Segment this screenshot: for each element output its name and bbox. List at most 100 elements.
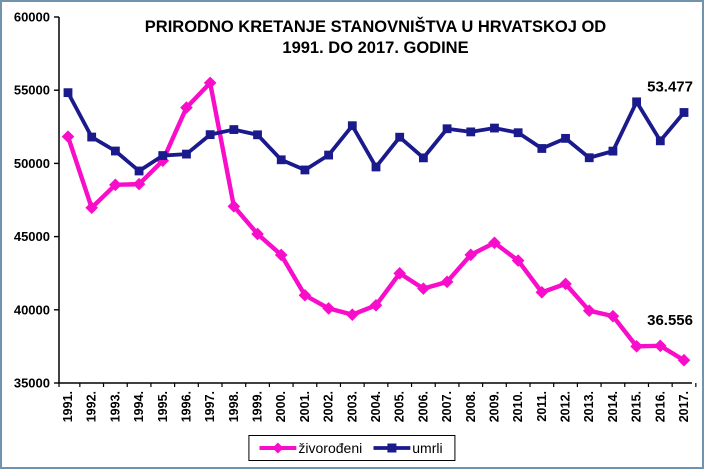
x-tick-label: 2013. — [582, 391, 596, 422]
line-square-marker-icon — [373, 443, 411, 453]
x-tick-label: 1996. — [179, 391, 193, 422]
x-tick-label: 2005. — [393, 391, 407, 422]
marker-diamond — [559, 277, 572, 291]
legend: živorođeni umrli — [248, 435, 456, 461]
x-tick-label: 2010. — [511, 391, 525, 422]
marker-diamond — [85, 201, 98, 215]
marker-diamond — [274, 248, 288, 262]
line-diamond-marker-icon — [259, 442, 297, 454]
legend-label-umrli: umrli — [412, 440, 443, 456]
x-tick-label: 1993. — [108, 391, 122, 422]
marker-square — [87, 132, 97, 142]
marker-square — [371, 162, 381, 172]
marker-square — [182, 149, 191, 159]
x-tick-label: 2002. — [322, 391, 336, 422]
marker-diamond — [346, 308, 359, 321]
marker-square — [466, 127, 476, 137]
marker-square — [300, 165, 310, 175]
legend-label-zivorodjeni: živorođeni — [298, 440, 363, 456]
marker-diamond — [417, 282, 430, 295]
marker-diamond — [156, 154, 170, 168]
x-tick-label: 2016. — [653, 391, 667, 422]
marker-diamond — [180, 101, 193, 114]
marker-square — [655, 136, 665, 146]
x-tick-label: 1999. — [251, 391, 265, 422]
marker-square — [324, 150, 334, 160]
marker-square — [679, 108, 689, 117]
marker-square — [63, 88, 73, 98]
x-tick-label: 2015. — [630, 391, 644, 422]
y-tick-label: 45000 — [14, 229, 50, 244]
marker-square — [490, 123, 499, 133]
marker-diamond — [535, 285, 549, 299]
marker-square — [110, 146, 120, 156]
marker-diamond — [677, 353, 691, 367]
x-tick-label: 1995. — [156, 391, 170, 422]
marker-diamond — [393, 267, 406, 280]
marker-square — [584, 153, 594, 163]
marker-diamond — [630, 340, 643, 353]
marker-diamond — [203, 76, 217, 90]
x-tick-label: 2014. — [606, 391, 620, 422]
marker-square — [537, 144, 547, 153]
marker-diamond — [440, 275, 454, 289]
marker-square — [513, 128, 523, 138]
legend-item-zivorodjeni: živorođeni — [259, 440, 362, 456]
y-tick-label: 50000 — [14, 156, 50, 171]
y-tick-label: 60000 — [14, 10, 50, 25]
chart-title: PRIRODNO KRETANJE STANOVNIŠTVA U HRVATSK… — [59, 17, 692, 59]
marker-diamond — [109, 178, 122, 192]
y-tick-label: 55000 — [14, 83, 50, 98]
chart-title-line1: PRIRODNO KRETANJE STANOVNIŠTVA U HRVATSK… — [144, 18, 607, 36]
series-markers-zivorodjeni — [61, 76, 691, 367]
marker-square — [347, 121, 357, 131]
x-tick-label: 2011. — [535, 391, 549, 422]
x-tick-label: 1991. — [61, 391, 75, 422]
marker-square — [418, 153, 428, 163]
marker-diamond — [322, 302, 335, 315]
marker-square — [395, 132, 405, 142]
marker-diamond — [369, 299, 383, 312]
chart-title-line2: 1991. DO 2017. GODINE — [282, 39, 469, 57]
marker-diamond — [511, 254, 525, 267]
x-tick-label: 2004. — [369, 391, 383, 422]
marker-diamond — [654, 339, 667, 353]
marker-diamond — [61, 130, 75, 143]
marker-square — [561, 133, 570, 143]
marker-square — [632, 97, 642, 107]
x-tick-label: 1994. — [132, 391, 146, 422]
marker-diamond — [132, 177, 146, 191]
y-tick-label: 40000 — [14, 302, 50, 317]
x-tick-label: 1992. — [85, 391, 99, 422]
marker-square — [205, 130, 215, 140]
marker-square — [229, 125, 239, 134]
x-tick-label: 2012. — [559, 391, 573, 422]
marker-square — [158, 151, 168, 160]
series-markers-umrli — [63, 88, 689, 176]
series-line-zivorodjeni — [65, 80, 687, 363]
marker-square — [276, 155, 286, 165]
marker-diamond — [464, 248, 478, 262]
marker-square — [608, 146, 618, 156]
marker-diamond — [488, 236, 501, 250]
x-tick-label: 2017. — [677, 391, 691, 422]
marker-diamond — [251, 227, 264, 241]
x-tick-label: 2008. — [464, 391, 478, 422]
marker-square — [442, 124, 452, 134]
legend-item-umrli: umrli — [373, 440, 443, 456]
marker-diamond — [298, 288, 312, 302]
x-tick-label: 2007. — [440, 391, 454, 422]
x-tick-label: 2003. — [345, 391, 359, 422]
marker-square — [253, 130, 262, 140]
marker-diamond — [582, 304, 596, 317]
x-tick-label: 1998. — [227, 391, 241, 422]
data-label-umrli: 53.477 — [647, 78, 693, 95]
data-label-zivorodjeni: 36.556 — [647, 312, 693, 329]
marker-diamond — [606, 309, 620, 323]
x-tick-label: 1997. — [203, 391, 217, 422]
x-tick-label: 2001. — [298, 391, 312, 422]
marker-square — [134, 166, 144, 176]
x-tick-label: 2006. — [416, 391, 430, 422]
